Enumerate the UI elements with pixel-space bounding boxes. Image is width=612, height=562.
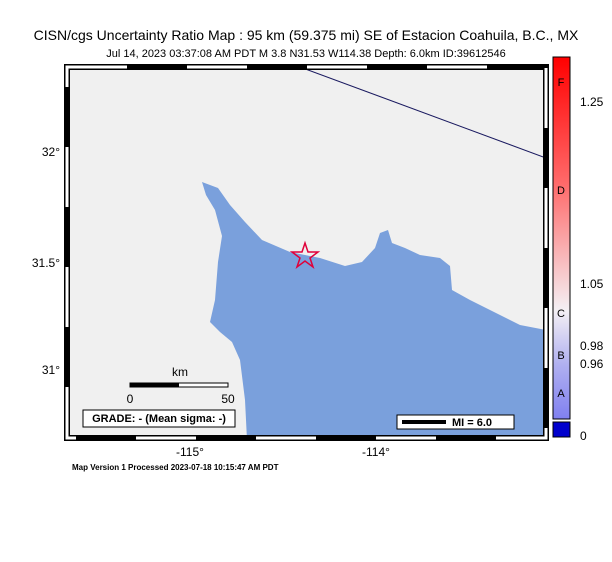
frame-ticks — [65, 65, 548, 440]
colorbar-letter: B — [557, 350, 564, 362]
grade: GRADE: - (Mean sigma: -) — [92, 413, 226, 425]
lon-label: -114° — [362, 445, 390, 459]
colorbar-value: 0.98 — [580, 339, 604, 353]
map: 32° 31.5° 31° -115° -114° km 0 50 GRADE:… — [32, 64, 549, 459]
lon-label: -115° — [176, 445, 204, 459]
grade-box — [82, 409, 236, 428]
colorbar: F D C B A 1.25 1.05 0.98 0.96 0 — [552, 56, 604, 443]
lat-label: 31.5° — [32, 256, 60, 270]
border-line — [299, 67, 546, 159]
colorbar-value: 1.25 — [580, 95, 604, 109]
scale-unit: km — [172, 365, 188, 379]
scale-label: 50 — [221, 392, 235, 406]
colorbar-letter: D — [557, 185, 565, 197]
subtitle: Jul 14, 2023 03:37:08 AM PDT M 3.8 N31.5… — [106, 48, 506, 60]
scale-label: 0 — [127, 392, 134, 406]
lat-label: 31° — [42, 363, 60, 377]
colorbar-letter: F — [558, 77, 565, 89]
colorbar-scale — [552, 56, 571, 420]
colorbar-value: 0 — [580, 429, 587, 443]
lat-label: 32° — [42, 145, 60, 159]
colorbar-letter: A — [557, 388, 565, 400]
footer: Map Version 1 Processed 2023-07-18 10:15… — [72, 463, 279, 472]
colorbar-value: 1.05 — [580, 277, 604, 291]
water — [202, 182, 546, 438]
mi-legend: MI = 6.0 — [452, 417, 492, 429]
colorbar-letter: C — [557, 308, 565, 320]
title: CISN/cgs Uncertainty Ratio Map : 95 km (… — [34, 27, 579, 43]
colorbar-zero — [552, 421, 571, 438]
scale-bar: km 0 50 — [127, 365, 235, 406]
mi-box — [396, 414, 515, 430]
epicenter — [289, 240, 321, 270]
colorbar-value: 0.96 — [580, 357, 604, 371]
scale-fill — [130, 383, 179, 387]
